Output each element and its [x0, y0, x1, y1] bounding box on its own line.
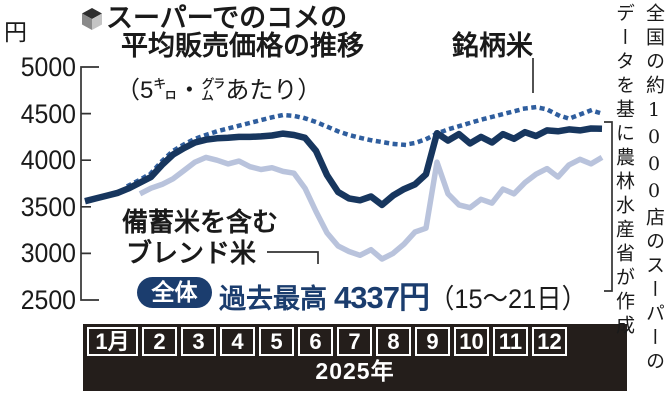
y-tick-label: 3500	[20, 192, 76, 222]
y-tick-label: 3000	[20, 238, 76, 268]
month-cell: 8	[376, 327, 411, 356]
record-high-week-note: （15～21日）	[428, 284, 587, 314]
month-cell: 9	[415, 327, 450, 356]
overall-badge: 全体	[137, 277, 212, 308]
line-blend	[138, 154, 604, 262]
month-cell: 5	[259, 327, 294, 356]
month-labels-row: 1月 2 3 4 5 6 7 8 9 10 11 12	[87, 327, 567, 356]
cube-bullet-icon	[82, 8, 102, 30]
y-tick-label: 2500	[20, 285, 76, 315]
chart-title-line1: スーパーでのコメの	[106, 3, 348, 33]
record-high-caption: 過去最高 4337円 （15～21日）	[219, 272, 597, 317]
line-overall	[84, 125, 603, 209]
y-tick-label: 4500	[20, 99, 76, 129]
record-high-price: 4337円	[334, 280, 430, 315]
chart-subtitle: （5㌔・㌘あたり）	[116, 77, 322, 104]
record-bracket-line	[604, 121, 613, 292]
month-cell: 7	[337, 327, 372, 356]
record-high-prefix: 過去最高	[219, 284, 327, 314]
y-tick-label: 4000	[20, 145, 76, 175]
chart-title-line2: 平均販売価格の推移	[121, 31, 364, 61]
y-tick-label: 5000	[20, 52, 76, 82]
source-note-col2: データを基に農林水産省が作成	[613, 3, 635, 339]
month-cell: 12	[532, 327, 567, 356]
blend-rice-label-line2: ブレンド米	[126, 238, 257, 268]
y-axis-unit-label: 円	[4, 19, 27, 45]
y-axis	[80, 66, 99, 301]
source-note-vertical: 全国の約1000店のスーパーの データを基に農林水産省が作成	[609, 3, 669, 397]
blend-leader-line	[267, 251, 319, 264]
month-cell: 2	[142, 327, 177, 356]
month-cell: 1月	[87, 327, 138, 356]
month-cell: 11	[493, 327, 528, 356]
x-axis-month-band: 1月 2 3 4 5 6 7 8 9 10 11 12 2025年	[83, 324, 627, 391]
source-note-col1: 全国の約1000店のスーパーの	[643, 3, 665, 375]
month-cell: 3	[181, 327, 216, 356]
brand-rice-label: 銘柄米	[452, 31, 533, 61]
month-cell: 6	[298, 327, 333, 356]
month-cell: 10	[454, 327, 489, 356]
month-cell: 4	[220, 327, 255, 356]
blend-rice-label-line1: 備蓄米を含む	[122, 207, 279, 237]
line-brand	[125, 104, 605, 189]
year-label: 2025年	[315, 358, 395, 384]
